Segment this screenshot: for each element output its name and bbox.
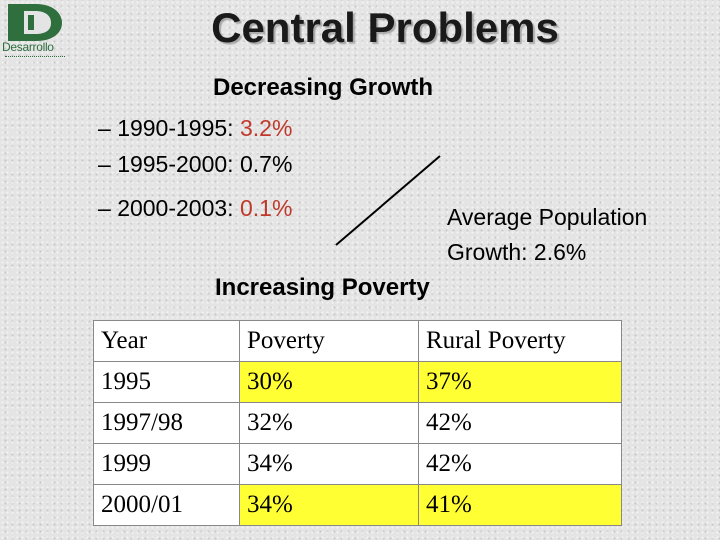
header-cell-year: Year — [93, 320, 240, 362]
growth-period: 2000-2003: — [117, 195, 234, 221]
bullet-dash: – — [98, 195, 111, 221]
logo-wordmark: Desarrollo — [2, 40, 54, 54]
logo-underline — [5, 56, 65, 59]
growth-value: 3.2% — [239, 115, 293, 141]
growth-value: 0.1% — [239, 195, 293, 221]
year-cell: 2000/01 — [93, 484, 240, 526]
header-cell-poverty: Poverty — [239, 320, 419, 362]
year-cell: 1997/98 — [93, 402, 240, 444]
rural-poverty-cell: 41% — [418, 484, 622, 526]
growth-item: – 2000-2003: 0.1% — [98, 195, 292, 222]
population-line-2: Growth: 2.6% — [447, 239, 587, 265]
growth-heading: Decreasing Growth — [213, 74, 434, 101]
population-line-1: Average Population — [447, 204, 648, 230]
desarrollo-logo: Desarrollo — [2, 2, 68, 62]
logo-d-icon — [8, 4, 62, 41]
growth-item: – 1990-1995: 3.2% — [98, 115, 292, 142]
poverty-cell: 32% — [239, 402, 419, 444]
header-cell-rural-poverty: Rural Poverty — [418, 320, 622, 362]
table-row: 1995 30% 37% — [93, 361, 622, 403]
bullet-dash: – — [98, 151, 111, 177]
table-row: 1999 34% 42% — [93, 443, 622, 485]
bullet-dash: – — [98, 115, 111, 141]
slide-title: Central Problems — [211, 4, 559, 51]
rural-poverty-cell: 37% — [418, 361, 622, 403]
poverty-heading: Increasing Poverty — [215, 274, 430, 301]
poverty-cell: 34% — [239, 484, 419, 526]
growth-value: 0.7% — [239, 151, 293, 177]
poverty-cell: 30% — [239, 361, 419, 403]
table-header-row: Year Poverty Rural Poverty — [93, 320, 622, 362]
rural-poverty-cell: 42% — [418, 443, 622, 485]
rural-poverty-cell: 42% — [418, 402, 622, 444]
year-cell: 1995 — [93, 361, 240, 403]
growth-period: 1995-2000: — [117, 151, 234, 177]
table-row: 2000/01 34% 41% — [93, 484, 622, 526]
year-cell: 1999 — [93, 443, 240, 485]
growth-item: – 1995-2000: 0.7% — [98, 151, 292, 178]
connector-line — [335, 155, 441, 246]
poverty-table: Year Poverty Rural Poverty 1995 30% 37% … — [93, 320, 622, 526]
growth-period: 1990-1995: — [117, 115, 234, 141]
table-row: 1997/98 32% 42% — [93, 402, 622, 444]
poverty-cell: 34% — [239, 443, 419, 485]
